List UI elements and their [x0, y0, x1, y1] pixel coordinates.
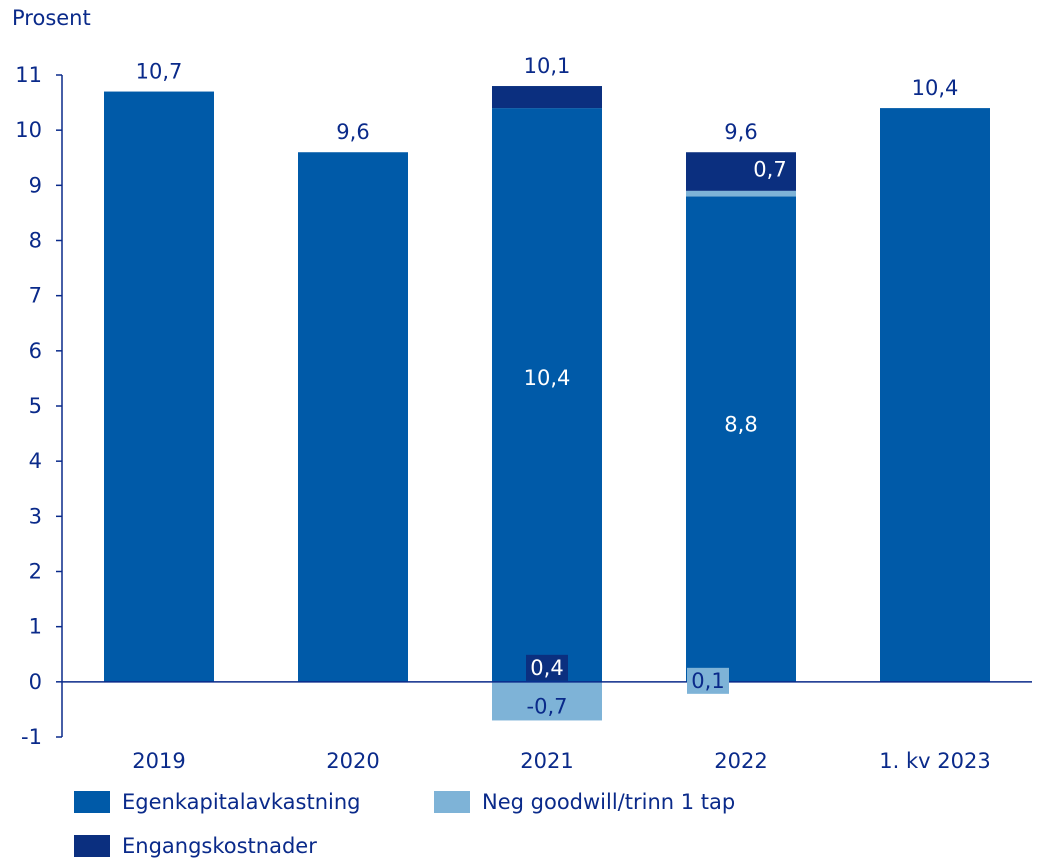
bar-segment-0-0	[104, 91, 214, 682]
legend-swatch-egenkapitalavkastning	[74, 791, 110, 813]
legend-item-egenkapitalavkastning: Egenkapitalavkastning	[74, 790, 361, 814]
y-tick-label: 1	[29, 615, 42, 639]
total-label-4: 10,4	[912, 76, 959, 100]
legend-label-egenkapitalavkastning: Egenkapitalavkastning	[122, 790, 361, 814]
y-tick-label: -1	[21, 725, 42, 749]
bar-segment-3-2	[686, 152, 796, 191]
legend-swatch-engangskostnader	[74, 835, 110, 857]
bar-segment-3-1	[686, 190, 796, 197]
data-label-3-0: 8,8	[724, 413, 757, 437]
y-tick-label: 8	[29, 229, 42, 253]
data-label-bg	[687, 667, 729, 694]
data-label-3-2: 0,7	[753, 158, 786, 182]
total-label-3: 9,6	[724, 120, 757, 144]
y-tick-label: 7	[29, 284, 42, 308]
bar-segment-2-0	[492, 108, 602, 682]
data-label-3-1: 0,1	[691, 669, 724, 693]
bar-segment-1-0	[298, 152, 408, 682]
category-label-0: 2019	[132, 749, 185, 773]
bar-segment-3-0	[686, 196, 796, 682]
legend-item-neg-goodwill: Neg goodwill/trinn 1 tap	[434, 790, 735, 814]
y-tick-label: 3	[29, 504, 42, 528]
y-axis-unit-label: Prosent	[12, 6, 91, 30]
total-label-2: 10,1	[524, 54, 571, 78]
bar-segment-4-0	[880, 108, 990, 682]
category-label-3: 2022	[714, 749, 767, 773]
data-label-2-2: 0,4	[530, 656, 563, 680]
total-label-1: 9,6	[336, 120, 369, 144]
data-label-2-1: -0,7	[527, 694, 568, 718]
category-label-4: 1. kv 2023	[879, 749, 990, 773]
y-tick-label: 9	[29, 173, 42, 197]
category-label-1: 2020	[326, 749, 379, 773]
y-tick-label: 2	[29, 560, 42, 584]
y-tick-label: 6	[29, 339, 42, 363]
y-tick-label: 10	[15, 118, 42, 142]
y-tick-label: 11	[15, 63, 42, 87]
y-tick-label: 4	[29, 449, 42, 473]
legend-swatch-neg-goodwill	[434, 791, 470, 813]
category-label-2: 2021	[520, 749, 573, 773]
y-tick-label: 0	[29, 670, 42, 694]
bar-segment-2-1	[492, 681, 602, 721]
legend-label-neg-goodwill: Neg goodwill/trinn 1 tap	[482, 790, 736, 814]
y-tick-label: 5	[29, 394, 42, 418]
bar-segment-2-2	[492, 86, 602, 109]
total-label-0: 10,7	[136, 60, 183, 84]
data-label-2-0: 10,4	[524, 366, 571, 390]
data-label-bg	[526, 654, 568, 681]
legend-item-engangskostnader: Engangskostnader	[74, 834, 317, 858]
legend-label-engangskostnader: Engangskostnader	[122, 834, 317, 858]
